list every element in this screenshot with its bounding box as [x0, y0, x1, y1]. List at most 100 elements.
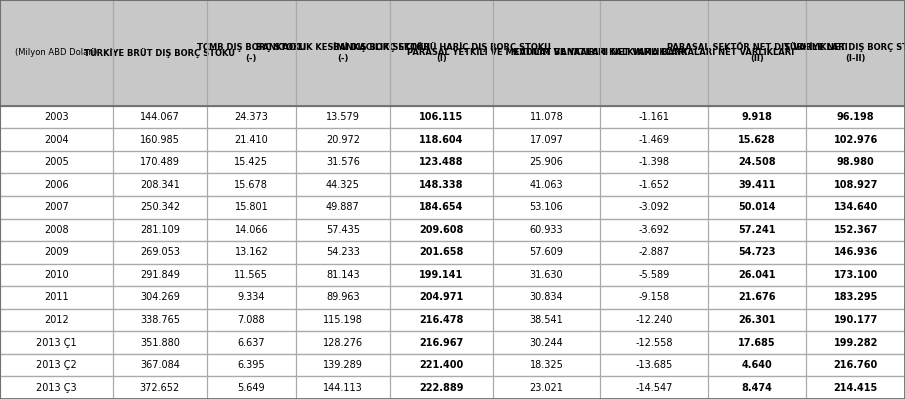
- Text: 222.889: 222.889: [419, 383, 463, 393]
- Text: 146.936: 146.936: [834, 247, 878, 257]
- Text: 338.765: 338.765: [140, 315, 180, 325]
- Text: 89.963: 89.963: [326, 292, 359, 302]
- Text: 8.474: 8.474: [742, 383, 773, 393]
- Text: 11.565: 11.565: [234, 270, 268, 280]
- Text: 281.109: 281.109: [140, 225, 180, 235]
- Text: 351.880: 351.880: [140, 338, 180, 348]
- Text: 216.967: 216.967: [419, 338, 463, 348]
- Text: TÜRKİYE BRÜT DIŞ BORÇ STOKU: TÜRKİYE BRÜT DIŞ BORÇ STOKU: [84, 48, 235, 58]
- Text: 2003: 2003: [44, 112, 69, 122]
- Text: 23.021: 23.021: [529, 383, 564, 393]
- Text: 30.244: 30.244: [529, 338, 564, 348]
- Text: 173.100: 173.100: [834, 270, 878, 280]
- Text: 31.630: 31.630: [529, 270, 563, 280]
- Text: 184.654: 184.654: [419, 202, 463, 212]
- Text: 160.985: 160.985: [140, 134, 180, 144]
- Text: 183.295: 183.295: [834, 292, 878, 302]
- Text: 13.162: 13.162: [234, 247, 268, 257]
- Text: 128.276: 128.276: [323, 338, 363, 348]
- Text: 2010: 2010: [44, 270, 69, 280]
- Text: -1.469: -1.469: [639, 134, 670, 144]
- Text: PARASAL YETKİLİ VE MEVDUAT BANKALARI NET VARLIKLARI: PARASAL YETKİLİ VE MEVDUAT BANKALARI NET…: [406, 48, 687, 57]
- Text: -2.887: -2.887: [639, 247, 670, 257]
- Text: 54.233: 54.233: [326, 247, 360, 257]
- Text: 190.177: 190.177: [834, 315, 878, 325]
- Text: 57.609: 57.609: [529, 247, 564, 257]
- Text: 15.628: 15.628: [738, 134, 776, 144]
- Text: 18.325: 18.325: [529, 360, 564, 370]
- Text: 30.834: 30.834: [529, 292, 563, 302]
- Text: 102.976: 102.976: [834, 134, 878, 144]
- Text: -12.240: -12.240: [635, 315, 672, 325]
- Text: BANKACILIK KESİMİ DIŞ BORÇ STOKU
(-): BANKACILIK KESİMİ DIŞ BORÇ STOKU (-): [256, 42, 430, 63]
- Bar: [492, 0, 600, 106]
- Text: 216.760: 216.760: [834, 360, 878, 370]
- Text: KATILIM VE YATIRIM KALKINMA BANKALARI NET VARLIKLARI: KATILIM VE YATIRIM KALKINMA BANKALARI NE…: [513, 48, 795, 57]
- Text: 2006: 2006: [44, 180, 69, 190]
- Bar: [207, 0, 296, 106]
- Text: 31.576: 31.576: [326, 157, 360, 167]
- Text: 25.906: 25.906: [529, 157, 564, 167]
- Text: 24.373: 24.373: [234, 112, 268, 122]
- Text: 14.066: 14.066: [234, 225, 268, 235]
- Bar: [0, 196, 905, 219]
- Text: 372.652: 372.652: [139, 383, 180, 393]
- Text: 2007: 2007: [44, 202, 69, 212]
- Bar: [0, 309, 905, 331]
- Bar: [0, 354, 905, 376]
- Text: 2011: 2011: [44, 292, 69, 302]
- Text: 144.067: 144.067: [140, 112, 180, 122]
- Text: -3.092: -3.092: [639, 202, 670, 212]
- Bar: [708, 0, 806, 106]
- Bar: [0, 331, 905, 354]
- Text: 199.141: 199.141: [419, 270, 463, 280]
- Bar: [0, 264, 905, 286]
- Bar: [0, 0, 112, 106]
- Text: -14.547: -14.547: [635, 383, 672, 393]
- Text: 17.097: 17.097: [529, 134, 564, 144]
- Text: 54.723: 54.723: [738, 247, 776, 257]
- Text: TCMB DIŞ BORÇ STOKU
(-): TCMB DIŞ BORÇ STOKU (-): [196, 43, 306, 63]
- Text: BANKACILIK SEKTÖRÜ HARİÇ DIŞ BORÇ STOKU
(I): BANKACILIK SEKTÖRÜ HARİÇ DIŞ BORÇ STOKU …: [332, 42, 550, 63]
- Text: 15.801: 15.801: [234, 202, 268, 212]
- Text: 304.269: 304.269: [140, 292, 180, 302]
- Text: 20.972: 20.972: [326, 134, 360, 144]
- Text: 21.410: 21.410: [234, 134, 268, 144]
- Text: 148.338: 148.338: [419, 180, 463, 190]
- Text: 201.658: 201.658: [419, 247, 463, 257]
- Text: 134.640: 134.640: [834, 202, 878, 212]
- Text: 41.063: 41.063: [529, 180, 563, 190]
- Text: 39.411: 39.411: [738, 180, 776, 190]
- Text: -12.558: -12.558: [635, 338, 672, 348]
- Text: 21.676: 21.676: [738, 292, 776, 302]
- Text: 2013 Ç1: 2013 Ç1: [36, 338, 77, 348]
- Text: -9.158: -9.158: [639, 292, 670, 302]
- Text: 152.367: 152.367: [834, 225, 878, 235]
- Bar: [0, 219, 905, 241]
- Text: 6.395: 6.395: [238, 360, 265, 370]
- Bar: [0, 0, 905, 106]
- Text: 50.014: 50.014: [738, 202, 776, 212]
- Text: 44.325: 44.325: [326, 180, 360, 190]
- Text: -1.398: -1.398: [639, 157, 670, 167]
- Bar: [806, 0, 905, 106]
- Text: TÜRKİYE NET DIŞ BORÇ STOKU
(I-II): TÜRKİYE NET DIŞ BORÇ STOKU (I-II): [784, 42, 905, 63]
- Text: -5.589: -5.589: [639, 270, 670, 280]
- Text: 17.685: 17.685: [738, 338, 776, 348]
- Text: 7.088: 7.088: [238, 315, 265, 325]
- Text: 250.342: 250.342: [139, 202, 180, 212]
- Text: 5.649: 5.649: [238, 383, 265, 393]
- Bar: [296, 0, 390, 106]
- Text: 26.301: 26.301: [738, 315, 776, 325]
- Bar: [0, 106, 905, 128]
- Bar: [0, 376, 905, 399]
- Text: 26.041: 26.041: [738, 270, 776, 280]
- Text: 208.341: 208.341: [140, 180, 180, 190]
- Text: 49.887: 49.887: [326, 202, 360, 212]
- Text: 98.980: 98.980: [837, 157, 874, 167]
- Text: 2004: 2004: [44, 134, 69, 144]
- Text: 144.113: 144.113: [323, 383, 363, 393]
- Text: 118.604: 118.604: [419, 134, 463, 144]
- Text: 96.198: 96.198: [837, 112, 874, 122]
- Text: 57.435: 57.435: [326, 225, 360, 235]
